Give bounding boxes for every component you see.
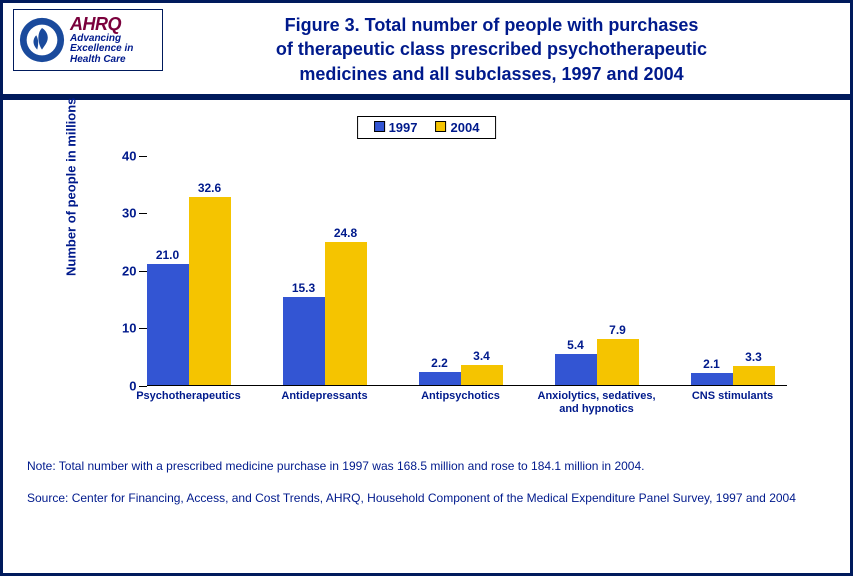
bar-value-label: 32.6 [198, 181, 221, 195]
bar-fill [325, 242, 367, 385]
bar-fill [419, 372, 461, 385]
header-divider [3, 94, 850, 100]
y-tick-label: 20 [105, 263, 137, 278]
bar: 5.4 [555, 354, 597, 385]
bar-fill [555, 354, 597, 385]
legend-swatch-1997 [374, 121, 385, 132]
bar-group: 21.032.6 [147, 197, 231, 384]
legend-label-2004: 2004 [451, 120, 480, 135]
bar-fill [597, 339, 639, 384]
ahrq-logo: AHRQ Advancing Excellence in Health Care [13, 9, 163, 71]
bar-fill [733, 366, 775, 385]
category-label: Psychotherapeutics [124, 390, 254, 403]
y-tick [139, 386, 147, 387]
y-axis-label: Number of people in millions [63, 97, 78, 275]
title-line-1: Figure 3. Total number of people with pu… [163, 13, 820, 37]
logo-brand: AHRQ [70, 15, 133, 34]
title-line-3: medicines and all subclasses, 1997 and 2… [163, 62, 820, 86]
category-label: CNS stimulants [668, 390, 798, 403]
title-line-2: of therapeutic class prescribed psychoth… [163, 37, 820, 61]
y-tick-label: 40 [105, 148, 137, 163]
bar-fill [147, 264, 189, 385]
logo-tagline-3: Health Care [70, 55, 133, 66]
bar-value-label: 3.3 [745, 350, 762, 364]
bar: 2.1 [691, 373, 733, 385]
legend-label-1997: 1997 [389, 120, 418, 135]
bar-value-label: 3.4 [473, 349, 490, 363]
bar-value-label: 7.9 [609, 323, 626, 337]
header-row: AHRQ Advancing Excellence in Health Care… [3, 3, 850, 86]
bar-value-label: 24.8 [334, 226, 357, 240]
y-tick-label: 30 [105, 206, 137, 221]
y-tick [139, 271, 147, 272]
figure-footer: Note: Total number with a prescribed med… [3, 436, 850, 506]
y-tick-label: 10 [105, 321, 137, 336]
bar: 3.3 [733, 366, 775, 385]
bar: 21.0 [147, 264, 189, 385]
figure-frame: AHRQ Advancing Excellence in Health Care… [0, 0, 853, 576]
legend-item-1997: 1997 [374, 120, 418, 135]
bar: 32.6 [189, 197, 231, 384]
legend-swatch-2004 [436, 121, 447, 132]
bar: 24.8 [325, 242, 367, 385]
y-tick [139, 156, 147, 157]
bar: 2.2 [419, 372, 461, 385]
category-label: Antipsychotics [396, 390, 526, 403]
bar-group: 2.13.3 [691, 366, 775, 385]
bar-value-label: 5.4 [567, 338, 584, 352]
bar-group: 5.47.9 [555, 339, 639, 384]
bar-value-label: 15.3 [292, 281, 315, 295]
bar: 3.4 [461, 365, 503, 385]
plot-area: 01020304021.032.6Psychotherapeutics15.32… [147, 156, 787, 386]
category-label: Antidepressants [260, 390, 390, 403]
chart-legend: 1997 2004 [357, 116, 497, 139]
bar-value-label: 2.2 [431, 356, 448, 370]
bar-fill [283, 297, 325, 385]
bar-fill [189, 197, 231, 384]
bar: 7.9 [597, 339, 639, 384]
bar-group: 15.324.8 [283, 242, 367, 385]
hhs-seal-icon [18, 16, 66, 64]
figure-title: Figure 3. Total number of people with pu… [163, 9, 840, 86]
legend-item-2004: 2004 [436, 120, 480, 135]
y-tick [139, 328, 147, 329]
category-label: Anxiolytics, sedatives, and hypnotics [532, 390, 662, 415]
bar-value-label: 2.1 [703, 357, 720, 371]
footer-source: Source: Center for Financing, Access, an… [27, 490, 826, 506]
bar-value-label: 21.0 [156, 248, 179, 262]
bar-fill [461, 365, 503, 385]
bar-group: 2.23.4 [419, 365, 503, 385]
bar-fill [691, 373, 733, 385]
y-tick [139, 213, 147, 214]
bar: 15.3 [283, 297, 325, 385]
bar-chart: 1997 2004 Number of people in millions 0… [57, 116, 797, 436]
footer-note: Note: Total number with a prescribed med… [27, 458, 826, 474]
